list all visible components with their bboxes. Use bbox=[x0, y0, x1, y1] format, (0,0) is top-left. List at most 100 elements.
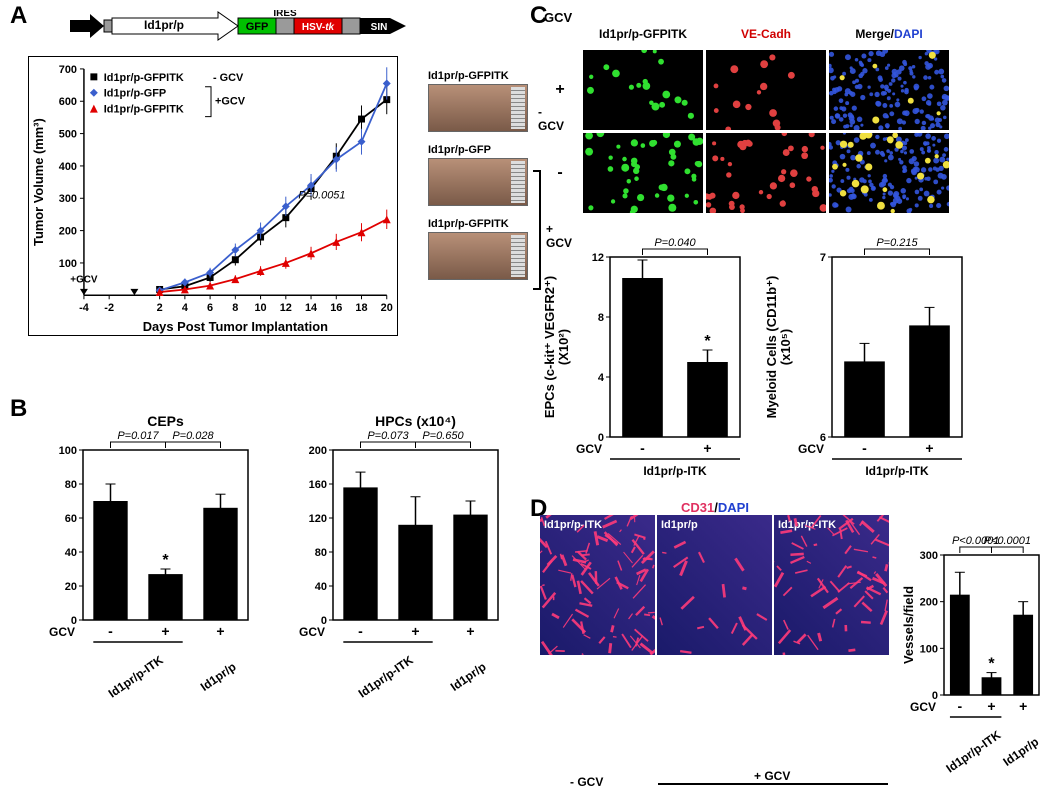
micro-c-2-1 bbox=[583, 133, 703, 213]
svg-text:7: 7 bbox=[820, 252, 826, 264]
col-header-3: Merge/DAPI bbox=[829, 27, 949, 47]
svg-text:Id1pr/p: Id1pr/p bbox=[448, 660, 489, 694]
svg-text:700: 700 bbox=[59, 64, 77, 76]
col-header-1: Id1pr/p-GFPITK bbox=[583, 27, 703, 47]
svg-text:-: - bbox=[957, 698, 962, 714]
svg-text:(X10²): (X10²) bbox=[556, 329, 571, 365]
col-header-2: VE-Cadh bbox=[706, 27, 826, 47]
tumor-2-caption: Id1pr/p-GFP bbox=[428, 144, 538, 156]
svg-text:GCV: GCV bbox=[910, 700, 936, 714]
svg-text:SIN: SIN bbox=[371, 22, 388, 33]
svg-text:-4: -4 bbox=[79, 302, 89, 314]
svg-text:(x10⁵): (x10⁵) bbox=[778, 329, 793, 365]
svg-text:+GCV: +GCV bbox=[215, 96, 246, 108]
micrograph-d: Id1pr/p-ITK Id1pr/p Id1pr/p-ITK bbox=[540, 515, 889, 775]
ceps-chart: 020406080100CEPs-*++P=0.017P=0.028GCVId1… bbox=[28, 400, 258, 700]
svg-text:+: + bbox=[411, 623, 419, 639]
svg-text:Id1pr/p-ITK: Id1pr/p-ITK bbox=[106, 653, 166, 700]
svg-text:20: 20 bbox=[381, 302, 393, 314]
micrograph-grid-c: Id1pr/p-GFPITK VE-Cadh Merge/DAPI + - bbox=[540, 27, 1040, 213]
svg-text:P=0.040: P=0.040 bbox=[654, 237, 696, 249]
tumor-1-caption: Id1pr/p-GFPITK bbox=[428, 70, 538, 82]
svg-text:+: + bbox=[1019, 698, 1027, 714]
svg-text:16: 16 bbox=[330, 302, 342, 314]
svg-text:12: 12 bbox=[592, 252, 604, 264]
panel-d: CD31/DAPI Id1pr/p-ITK Id1pr/p Id1pr/p-IT… bbox=[540, 500, 1040, 795]
svg-text:P=0.073: P=0.073 bbox=[367, 430, 409, 442]
svg-text:Tumor Volume (mm³): Tumor Volume (mm³) bbox=[31, 118, 46, 246]
svg-text:P=0.0051: P=0.0051 bbox=[298, 189, 345, 201]
row-minus: - bbox=[540, 133, 580, 213]
svg-text:-: - bbox=[358, 623, 363, 639]
svg-text:+: + bbox=[987, 698, 995, 714]
svg-text:P=0.650: P=0.650 bbox=[422, 430, 464, 442]
panel-b-label: B bbox=[10, 395, 27, 423]
svg-text:Id1pr/p-ITK: Id1pr/p-ITK bbox=[643, 464, 707, 478]
svg-text:*: * bbox=[988, 656, 995, 673]
svg-text:P=0.215: P=0.215 bbox=[876, 237, 918, 249]
svg-text:-: - bbox=[640, 440, 645, 456]
svg-text:Id1pr/p: Id1pr/p bbox=[1000, 735, 1041, 769]
micro-d-3: Id1pr/p-ITK bbox=[774, 515, 889, 655]
epcs-chart: 04812EPCs (c-kit⁺ VEGFR2⁺)(X10²)-*+P=0.0… bbox=[540, 227, 750, 497]
svg-text:- GCV: - GCV bbox=[213, 72, 244, 84]
scale-bar bbox=[546, 751, 586, 755]
panel-c: GCV Id1pr/p-GFPITK VE-Cadh Merge/DAPI + … bbox=[540, 10, 1040, 497]
svg-text:Id1pr/p-ITK: Id1pr/p-ITK bbox=[943, 728, 1003, 775]
construct-diagram: Id1pr/p GFP IRES HSV-tk SIN bbox=[68, 10, 428, 50]
panel-b: 020406080100CEPs-*++P=0.017P=0.028GCVId1… bbox=[28, 400, 518, 730]
svg-text:P<0.0001: P<0.0001 bbox=[984, 535, 1031, 547]
svg-text:-2: -2 bbox=[104, 302, 114, 314]
d-plus-gcv: + GCV bbox=[750, 769, 794, 783]
svg-text:Days Post Tumor Implantation: Days Post Tumor Implantation bbox=[143, 319, 328, 334]
svg-text:12: 12 bbox=[280, 302, 292, 314]
svg-text:HSV-tk: HSV-tk bbox=[302, 22, 335, 33]
svg-text:120: 120 bbox=[309, 513, 327, 525]
micro-c-1-1 bbox=[583, 50, 703, 130]
svg-text:18: 18 bbox=[355, 302, 367, 314]
svg-text:40: 40 bbox=[65, 547, 77, 559]
tumor-3-caption: Id1pr/p-GFPITK bbox=[428, 218, 538, 230]
svg-text:GCV: GCV bbox=[798, 442, 824, 456]
svg-text:+GCV: +GCV bbox=[70, 274, 98, 285]
myeloid-chart: 67Myeloid Cells (CD11b⁺)(x10⁵)-+P=0.215G… bbox=[762, 227, 972, 497]
svg-text:Id1pr/p-GFPITK: Id1pr/p-GFPITK bbox=[104, 104, 184, 116]
svg-text:P=0.017: P=0.017 bbox=[117, 430, 159, 442]
svg-text:14: 14 bbox=[305, 302, 317, 314]
svg-text:60: 60 bbox=[65, 513, 77, 525]
cd31-header: CD31/DAPI bbox=[540, 500, 890, 515]
svg-text:EPCs (c-kit⁺ VEGFR2⁺): EPCs (c-kit⁺ VEGFR2⁺) bbox=[542, 276, 557, 418]
svg-text:+: + bbox=[161, 623, 169, 639]
micro-c-1-2 bbox=[706, 50, 826, 130]
svg-text:80: 80 bbox=[65, 479, 77, 491]
svg-text:GCV: GCV bbox=[49, 625, 75, 639]
svg-text:400: 400 bbox=[59, 161, 77, 173]
svg-text:+: + bbox=[216, 623, 224, 639]
panel-a-label: A bbox=[10, 2, 27, 30]
svg-text:GFP: GFP bbox=[246, 21, 269, 33]
svg-text:+: + bbox=[925, 440, 933, 456]
svg-text:Myeloid Cells (CD11b⁺): Myeloid Cells (CD11b⁺) bbox=[764, 276, 779, 419]
micro-d-2: Id1pr/p bbox=[657, 515, 772, 655]
gcv-header-c: GCV bbox=[544, 10, 1040, 25]
d-minus-gcv: - GCV bbox=[570, 775, 603, 789]
svg-text:20: 20 bbox=[65, 581, 77, 593]
svg-text:4: 4 bbox=[182, 302, 188, 314]
micro-c-2-2 bbox=[706, 133, 826, 213]
row-plus: + bbox=[540, 50, 580, 130]
svg-text:160: 160 bbox=[309, 479, 327, 491]
vessels-chart: 0100200300Vessels/field-*++P<0.0001P<0.0… bbox=[899, 515, 1049, 775]
svg-text:200: 200 bbox=[309, 445, 327, 457]
svg-text:+: + bbox=[466, 623, 474, 639]
svg-text:6: 6 bbox=[207, 302, 213, 314]
svg-text:100: 100 bbox=[59, 445, 77, 457]
svg-text:GCV: GCV bbox=[576, 442, 602, 456]
svg-text:GCV: GCV bbox=[299, 625, 325, 639]
svg-text:100: 100 bbox=[920, 643, 938, 655]
tumor-images: Id1pr/p-GFPITK Id1pr/p-GFP Id1pr/p-GFPIT… bbox=[428, 70, 538, 292]
svg-text:10: 10 bbox=[255, 302, 267, 314]
svg-text:HPCs (x10⁴): HPCs (x10⁴) bbox=[375, 413, 456, 429]
svg-text:Id1pr/p-GFPITK: Id1pr/p-GFPITK bbox=[104, 72, 184, 84]
svg-text:Id1pr/p-ITK: Id1pr/p-ITK bbox=[356, 653, 416, 700]
tumor-growth-chart: 100200300400500600700-4-2246810121416182… bbox=[28, 56, 398, 336]
